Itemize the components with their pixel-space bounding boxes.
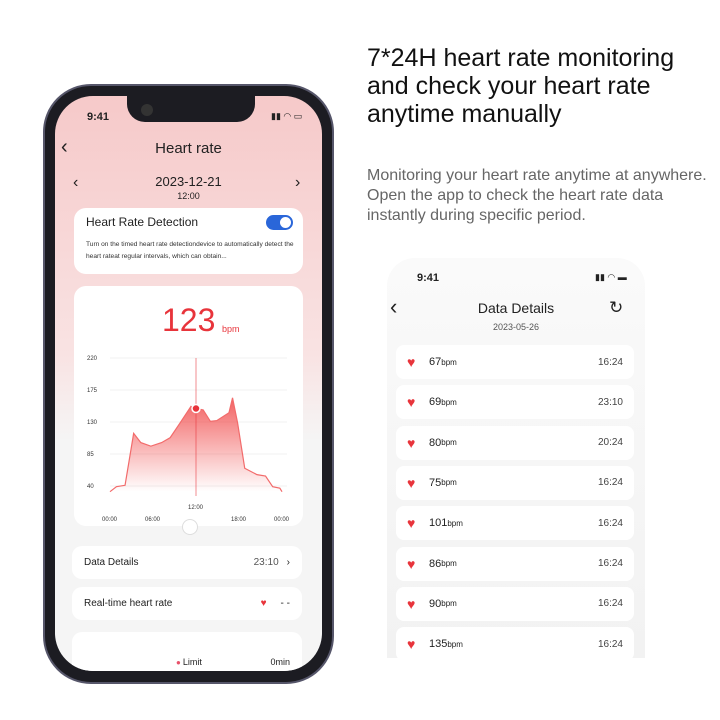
date-label: 2023-12-21 [155,174,222,189]
detection-title: Heart Rate Detection [86,215,199,229]
y-tick-label: 85 [87,452,94,458]
bpm-value: 86 [429,557,442,570]
heart-rate-chart[interactable]: 220 175 130 85 40 00:00 06:00 12:00 18:00 00:00 [55,96,322,671]
selected-point [191,403,201,414]
scrub-handle[interactable] [182,519,198,535]
list-item[interactable]: ♥ 86 bpm 16:24 [396,546,634,581]
camera [141,104,153,116]
item-time: 16:24 [597,638,623,650]
item-time: 16:24 [597,477,623,489]
bpm-value: 80 [429,436,442,449]
bpm-value: 101 [429,517,448,530]
data-details-row[interactable]: Data Details 23:10 › [72,546,302,579]
prev-date-icon[interactable]: ‹ [73,174,79,191]
left-phone: 9:41 ▮▮ ◠ ▭ ‹ Heart rate ‹ › 2023-12-21 … [43,84,334,684]
next-date-icon[interactable]: › [295,174,301,191]
status-time: 9:41 [87,111,110,123]
bpm-unit: bpm [447,518,463,528]
data-details-label: Data Details [84,557,139,568]
list-item[interactable]: ♥ 101 bpm 16:24 [396,506,634,541]
limit-row: ● Limit 0min [72,632,302,671]
detection-text: Turn on the timed heart rate detectionde… [86,241,294,260]
heart-icon: ♥ [260,598,267,609]
bpm-unit: bpm [441,599,457,609]
date-label: 2023-05-26 [492,322,540,332]
refresh-icon[interactable]: ↻ [609,298,624,317]
item-time: 16:24 [597,598,623,610]
heart-pulse-icon: ♥ [407,354,416,370]
item-time: 16:24 [597,558,623,569]
list-item[interactable]: ♥ 75 bpm 16:24 [396,465,634,500]
item-time: 20:24 [597,437,623,449]
bpm-unit: bpm [441,357,457,367]
detection-card: Heart Rate Detection Turn on the timed h… [74,208,303,274]
back-icon[interactable]: ‹ [61,136,68,158]
y-tick-label: 40 [87,484,94,490]
status-time: 9:41 [417,272,440,284]
y-tick-label: 130 [87,420,98,426]
bpm-value: 90 [429,597,442,610]
heart-pulse-icon: ♥ [407,434,416,451]
list-item[interactable]: ♥ 67 bpm 16:24 [396,345,634,379]
limit-dot-icon: ● [176,658,181,667]
x-tick-label: 06:00 [145,517,161,523]
x-tick-label: 00:00 [274,517,290,523]
item-time: 16:24 [597,356,623,368]
page-title: Heart rate [155,140,222,157]
item-time: 23:10 [597,396,623,408]
limit-value: 0min [270,657,290,667]
bpm-value: 123 [162,302,216,338]
heart-rate-screen: 9:41 ▮▮ ◠ ▭ ‹ Heart rate ‹ › 2023-12-21 … [55,96,322,671]
list-item[interactable]: ♥ 90 bpm 16:24 [396,586,634,621]
heart-pulse-icon: ♥ [407,595,416,612]
x-tick-label: 00:00 [102,517,118,523]
bpm-value: 67 [429,356,442,368]
date-time: 12:00 [177,191,200,201]
list-item[interactable]: ♥ 80 bpm 20:24 [396,425,634,460]
limit-label: Limit [182,657,202,667]
item-time: 16:24 [597,517,623,529]
page-title: Data Details [477,300,555,316]
bpm-value: 135 [429,638,448,651]
status-icons: ▮▮ ◠ ▬ [595,272,627,282]
heart-pulse-icon: ♥ [407,555,416,572]
realtime-value: - - [280,598,290,609]
y-tick-label: 220 [87,356,98,362]
bpm-unit: bpm [441,438,457,448]
heart-pulse-icon: ♥ [407,474,416,491]
bpm-unit: bpm [441,559,457,568]
headline: 7*24H heart rate monitoring and check yo… [367,44,675,128]
heart-pulse-icon: ♥ [407,394,416,411]
bpm-unit: bpm [441,397,457,407]
heart-pulse-icon: ♥ [407,636,416,653]
list-item[interactable]: ♥ 69 bpm 23:10 [396,385,634,420]
back-icon[interactable]: ‹ [390,294,398,319]
bpm-unit: bpm [447,639,463,649]
bpm-unit: bpm [441,478,457,488]
bpm-value: 69 [429,396,442,409]
realtime-label: Real-time heart rate [84,598,173,609]
chevron-right-icon: › [286,557,290,568]
heart-pulse-icon: ♥ [407,515,416,532]
status-icons: ▮▮ ◠ ▭ [271,111,303,121]
bpm-value: 75 [429,476,442,489]
bpm-unit: bpm [222,324,240,334]
right-phone-screen: 9:41 ▮▮ ◠ ▬ ‹ Data Details ↻ 2023-05-26 … [387,258,645,658]
data-details-time: 23:10 [253,557,279,568]
y-tick-label: 175 [87,388,98,394]
description: Monitoring your heart rate anytime at an… [367,167,707,224]
list-item[interactable]: ♥ 135 bpm 16:24 [396,627,634,658]
realtime-row[interactable]: Real-time heart rate ♥ - - [72,587,302,620]
detection-toggle[interactable] [266,215,293,230]
x-tick-label: 12:00 [188,505,204,511]
x-tick-label: 18:00 [231,517,247,523]
